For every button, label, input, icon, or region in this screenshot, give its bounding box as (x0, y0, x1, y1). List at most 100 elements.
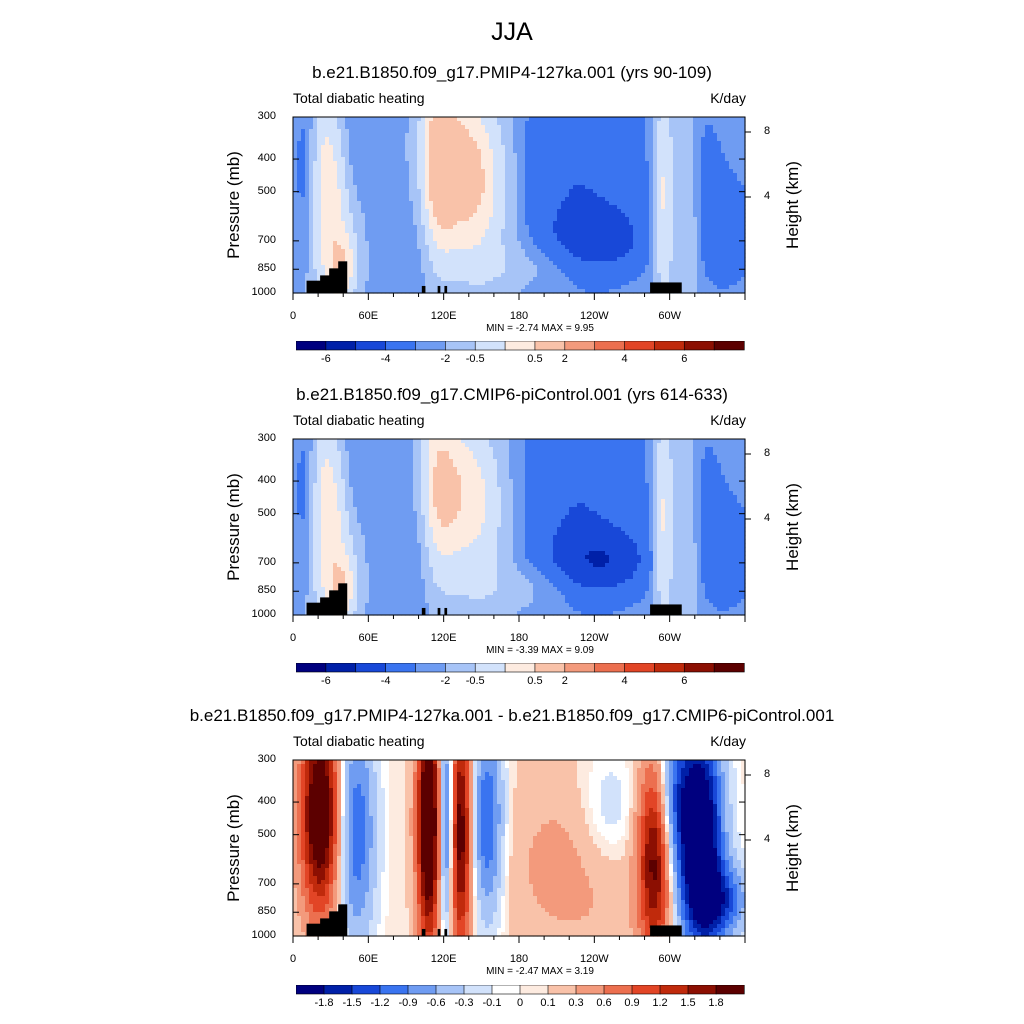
contour-cell (569, 253, 574, 258)
contour-cell (425, 201, 430, 206)
contour-cell (597, 181, 602, 186)
contour-cell (493, 277, 498, 282)
contour-cell (601, 229, 606, 234)
contour-cell (321, 257, 326, 262)
contour-cell (685, 177, 690, 182)
contour-cell (321, 181, 326, 186)
contour-cell (401, 225, 406, 230)
contour-cell (441, 125, 446, 130)
contour-cell (585, 189, 590, 194)
contour-cell (349, 129, 354, 134)
contour-cell (377, 193, 382, 198)
contour-cell (665, 153, 670, 158)
contour-cell (729, 253, 734, 258)
contour-cell (637, 237, 642, 242)
contour-cell (689, 177, 694, 182)
contour-cell (621, 217, 626, 222)
contour-cell (433, 225, 438, 230)
contour-cell (577, 161, 582, 166)
contour-cell (393, 281, 398, 286)
contour-cell (605, 129, 610, 134)
contour-cell (329, 229, 334, 234)
contour-cell (685, 261, 690, 266)
contour-cell (741, 233, 746, 238)
contour-cell (353, 217, 358, 222)
contour-cell (433, 193, 438, 198)
contour-cell (609, 181, 614, 186)
contour-cell (545, 161, 550, 166)
contour-cell (617, 197, 622, 202)
contour-cell (649, 221, 654, 226)
contour-cell (397, 193, 402, 198)
contour-cell (309, 193, 314, 198)
contour-cell (557, 245, 562, 250)
contour-cell (397, 185, 402, 190)
contour-cell (629, 181, 634, 186)
contour-cell (693, 229, 698, 234)
contour-cell (637, 217, 642, 222)
contour-cell (589, 253, 594, 258)
contour-cell (389, 261, 394, 266)
contour-cell (437, 121, 442, 126)
contour-cell (417, 249, 422, 254)
contour-cell (525, 177, 530, 182)
contour-cell (565, 213, 570, 218)
contour-cell (597, 169, 602, 174)
contour-cell (361, 253, 366, 258)
contour-cell (633, 145, 638, 150)
contour-cell (461, 285, 466, 290)
contour-cell (389, 225, 394, 230)
contour-cell (477, 193, 482, 198)
contour-cell (465, 237, 470, 242)
contour-cell (721, 137, 726, 142)
contour-cell (425, 157, 430, 162)
contour-cell (725, 185, 730, 190)
contour-cell (569, 121, 574, 126)
contour-cell (705, 181, 710, 186)
contour-cell (449, 233, 454, 238)
contour-cell (353, 121, 358, 126)
contour-cell (681, 253, 686, 258)
contour-cell (569, 257, 574, 262)
contour-cell (441, 269, 446, 274)
contour-cell (337, 117, 342, 122)
contour-cell (697, 257, 702, 262)
contour-cell (733, 237, 738, 242)
contour-cell (405, 169, 410, 174)
contour-cell (661, 217, 666, 222)
contour-cell (573, 197, 578, 202)
contour-cell (465, 273, 470, 278)
contour-cell (681, 221, 686, 226)
contour-cell (381, 157, 386, 162)
contour-cell (521, 237, 526, 242)
contour-cell (569, 125, 574, 130)
contour-cell (577, 265, 582, 270)
contour-cell (293, 273, 298, 278)
contour-cell (533, 273, 538, 278)
contour-cell (429, 237, 434, 242)
contour-cell (425, 253, 430, 258)
contour-cell (653, 189, 658, 194)
contour-cell (709, 157, 714, 162)
contour-cell (665, 129, 670, 134)
contour-cell (629, 121, 634, 126)
contour-cell (517, 289, 522, 294)
contour-cell (413, 261, 418, 266)
contour-cell (621, 197, 626, 202)
contour-cell (593, 165, 598, 170)
contour-cell (673, 209, 678, 214)
contour-cell (549, 129, 554, 134)
contour-cell (445, 137, 450, 142)
contour-cell (401, 125, 406, 130)
contour-cell (405, 137, 410, 142)
contour-cell (353, 141, 358, 146)
contour-cell (429, 133, 434, 138)
contour-cell (333, 213, 338, 218)
contour-cell (645, 137, 650, 142)
contour-cell (465, 201, 470, 206)
contour-cell (729, 273, 734, 278)
contour-cell (557, 221, 562, 226)
contour-cell (293, 173, 298, 178)
contour-cell (605, 189, 610, 194)
contour-cell (561, 169, 566, 174)
